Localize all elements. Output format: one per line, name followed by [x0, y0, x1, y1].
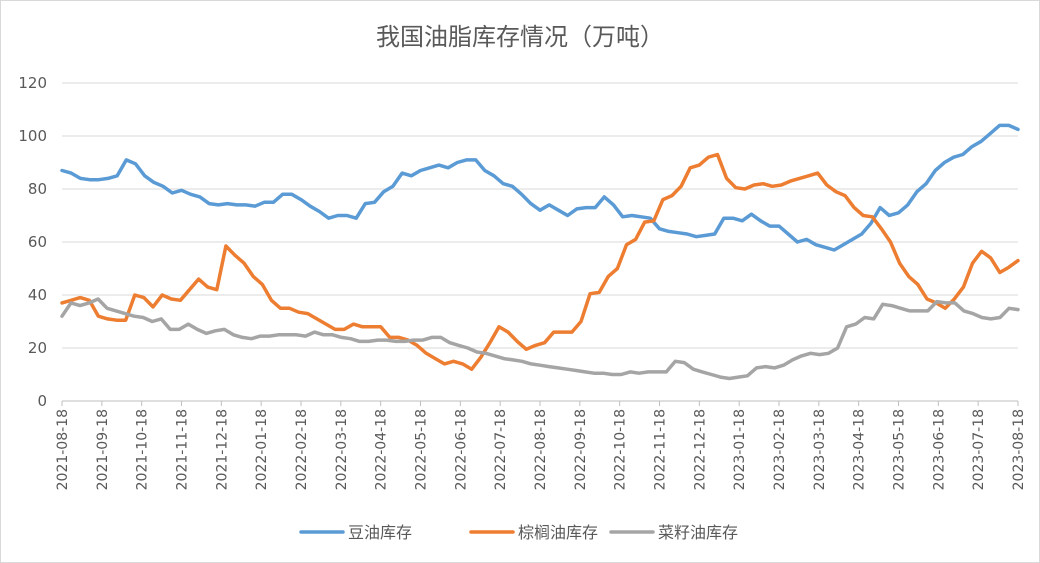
y-tick-label: 100	[18, 127, 47, 145]
y-tick-label: 60	[28, 233, 47, 251]
legend-label-3: 菜籽油库存	[658, 523, 738, 542]
x-tick-label: 2021-08-18	[55, 409, 71, 490]
y-tick-label: 120	[18, 74, 47, 92]
x-tick-label: 2022-04-18	[374, 409, 390, 490]
y-tick-label: 80	[28, 180, 47, 198]
x-tick-label: 2022-06-18	[453, 409, 469, 490]
x-tick-label: 2022-03-18	[334, 409, 350, 490]
y-tick-label: 40	[28, 286, 47, 304]
x-tick-label: 2023-07-18	[971, 409, 987, 490]
x-tick-label: 2023-06-18	[931, 409, 947, 490]
x-tick-label: 2021-09-18	[95, 409, 111, 490]
x-tick-label: 2021-12-18	[214, 409, 230, 490]
x-tick-label: 2022-07-18	[493, 409, 509, 490]
x-tick-label: 2022-10-18	[613, 409, 629, 490]
series-line-2	[60, 152, 1020, 371]
x-axis: 2021-08-18 2021-09-18 2021-10-18 2021-11-18…	[55, 401, 1027, 490]
legend-label-1: 豆油库存	[348, 523, 412, 542]
x-tick-label: 2023-05-18	[892, 409, 908, 490]
x-tick-label: 2023-02-18	[772, 409, 788, 490]
x-tick-label: 2022-02-18	[294, 409, 310, 490]
series-line-1	[60, 123, 1020, 252]
x-tick-label: 2023-01-18	[732, 409, 748, 490]
x-tick-label: 2023-08-18	[1011, 409, 1027, 490]
chart-title: 我国油脂库存情况（万吨）	[376, 23, 664, 51]
x-tick-label: 2021-11-18	[175, 409, 191, 490]
y-tick-label: 0	[37, 392, 47, 410]
x-tick-label: 2023-04-18	[852, 409, 868, 490]
series-lines	[60, 123, 1020, 381]
y-tick-label: 20	[28, 339, 47, 357]
x-tick-label: 2023-03-18	[812, 409, 828, 490]
x-tick-label: 2022-12-18	[692, 409, 708, 490]
x-tick-label: 2021-10-18	[135, 409, 151, 490]
grid-lines	[62, 82, 1018, 402]
x-tick-label: 2022-09-18	[573, 409, 589, 490]
x-tick-label: 2022-01-18	[254, 409, 270, 490]
x-tick-label: 2022-08-18	[533, 409, 549, 490]
legend: 豆油库存 棕榈油库存 菜籽油库存	[299, 523, 738, 542]
series-line-3	[60, 297, 1020, 381]
x-tick-label: 2022-05-18	[414, 409, 430, 490]
y-axis-tick-labels: 0 20 40 60 80 100 120	[18, 74, 47, 410]
x-tick-label: 2022-11-18	[653, 409, 669, 490]
legend-label-2: 棕榈油库存	[518, 523, 598, 542]
